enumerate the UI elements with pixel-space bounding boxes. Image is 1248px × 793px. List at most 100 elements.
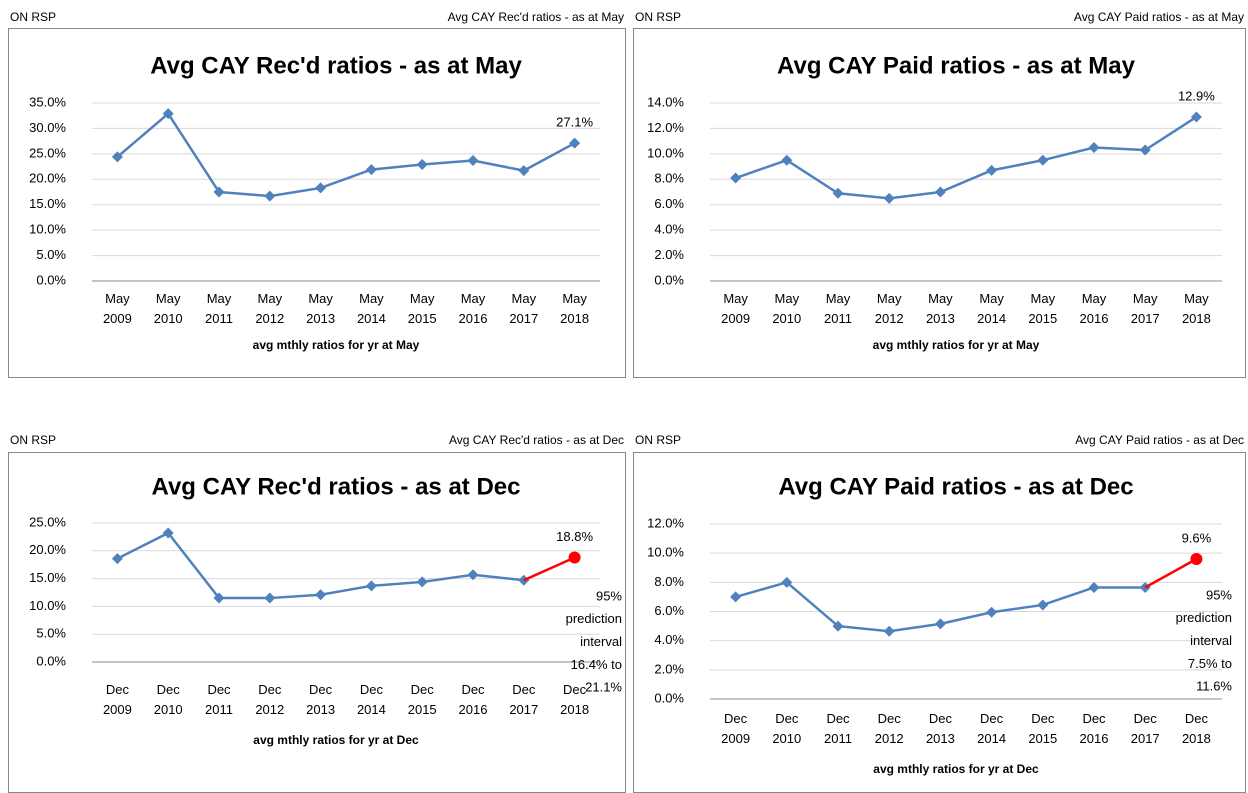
point [111, 553, 123, 565]
point [365, 164, 377, 176]
y-tick-label: 35.0% [29, 94, 66, 109]
x-tick-label: Dec 2009 [721, 711, 750, 746]
point [416, 576, 428, 588]
point [1088, 142, 1100, 153]
chart: ON RSP Avg CAY Rec'd ratios - as at May Av… [8, 10, 626, 378]
prediction-line [523, 556, 576, 582]
point [934, 186, 946, 198]
prediction-line [1144, 557, 1198, 589]
point [832, 620, 844, 632]
value-label: 12.9% [1178, 88, 1215, 103]
annotation: 95% [596, 588, 622, 603]
x-tick-label: Dec 2012 [255, 682, 284, 717]
y-tick-label: 20.0% [29, 171, 66, 186]
point [986, 606, 998, 618]
y-tick-label: 4.0% [654, 632, 684, 647]
x-tick-label: Dec 2013 [926, 711, 955, 746]
x-tick-label: Dec 2012 [875, 711, 904, 746]
x-tick-label: May 2016 [459, 291, 488, 326]
value-label: 9.6% [1182, 530, 1212, 545]
y-tick-label: 25.0% [29, 145, 66, 160]
annotation: 95% [1206, 587, 1232, 602]
point [730, 172, 742, 184]
x-tick-label: May 2012 [875, 291, 904, 326]
value-label: 18.8% [556, 529, 593, 544]
y-tick-label: 10.0% [29, 222, 66, 237]
y-tick-label: 5.0% [36, 626, 66, 641]
x-tick-label: May 2010 [154, 291, 183, 326]
annotation: interval [1190, 633, 1232, 648]
chart-title: Avg CAY Rec'd ratios - as at Dec [152, 473, 521, 500]
y-tick-label: 8.0% [654, 171, 684, 186]
x-tick-label: Dec 2017 [1131, 711, 1160, 746]
x-tick-label: May 2009 [721, 291, 750, 326]
x-tick-label: Dec 2014 [977, 711, 1006, 746]
chart-title: Avg CAY Paid ratios - as at May [777, 52, 1136, 79]
y-tick-label: 25.0% [29, 514, 66, 529]
annotation: 7.5% to [1188, 656, 1232, 671]
chart-title: Avg CAY Rec'd ratios - as at May [150, 52, 522, 79]
header-left: ON RSP [10, 10, 56, 24]
y-tick-label: 12.0% [647, 515, 684, 530]
point [569, 137, 581, 149]
x-tick-label: May 2018 [1182, 291, 1211, 326]
x-tick-label: Dec 2015 [1028, 711, 1057, 746]
annotation: prediction [566, 611, 622, 626]
x-tick-label: Dec 2016 [1080, 711, 1109, 746]
x-tick-label: May 2011 [205, 291, 233, 326]
y-tick-label: 12.0% [647, 120, 684, 135]
chart: ON RSP Avg CAY Paid ratios - as at Dec Avg… [633, 433, 1246, 793]
x-axis-title: avg mthly ratios for yr at May [873, 338, 1040, 352]
point [365, 580, 377, 592]
point [162, 527, 174, 539]
point [1037, 599, 1049, 611]
y-tick-label: 6.0% [654, 603, 684, 618]
chart: ON RSP Avg CAY Paid ratios - as at May Avg… [633, 10, 1246, 378]
value-label: 27.1% [556, 115, 593, 130]
y-tick-label: 15.0% [29, 570, 66, 585]
x-tick-label: Dec 2018 [1182, 711, 1211, 746]
x-tick-label: May 2015 [1028, 291, 1057, 326]
chart-frame [633, 28, 1246, 378]
x-tick-label: Dec 2013 [306, 682, 335, 717]
point [416, 159, 428, 171]
x-tick-label: Dec 2015 [408, 682, 437, 717]
x-tick-label: Dec 2010 [772, 711, 801, 746]
point [315, 589, 327, 601]
point [1037, 154, 1049, 166]
point [568, 551, 581, 564]
header-right: Avg CAY Paid ratios - as at Dec [1075, 433, 1244, 447]
annotation: 11.6% [1196, 679, 1232, 694]
series-line [116, 111, 576, 198]
x-tick-label: Dec 2010 [154, 682, 183, 717]
header-right: Avg CAY Rec'd ratios - as at May [448, 10, 624, 24]
y-tick-label: 10.0% [647, 145, 684, 160]
annotation: prediction [1176, 610, 1232, 625]
y-tick-label: 4.0% [654, 222, 684, 237]
point [986, 164, 998, 176]
point [111, 151, 123, 163]
point [832, 187, 844, 199]
x-tick-label: Dec 2011 [205, 682, 233, 717]
x-axis-title: avg mthly ratios for yr at Dec [253, 733, 419, 747]
point [883, 192, 895, 204]
point [518, 165, 530, 177]
series-line [735, 115, 1198, 200]
header-right: Avg CAY Paid ratios - as at May [1074, 10, 1244, 24]
header-left: ON RSP [635, 10, 681, 24]
y-tick-label: 14.0% [647, 94, 684, 109]
y-tick-label: 2.0% [654, 661, 684, 676]
x-tick-label: May 2016 [1080, 291, 1109, 326]
y-tick-label: 0.0% [654, 272, 684, 287]
point [1190, 553, 1203, 565]
point [315, 182, 327, 194]
x-tick-label: Dec 2009 [103, 682, 132, 717]
header-left: ON RSP [10, 433, 56, 447]
x-tick-label: May 2013 [926, 291, 955, 326]
y-tick-label: 8.0% [654, 574, 684, 589]
x-tick-label: Dec 2011 [824, 711, 852, 746]
x-tick-label: May 2015 [408, 291, 437, 326]
x-tick-label: May 2012 [255, 291, 284, 326]
series-line [116, 531, 524, 600]
header-left: ON RSP [635, 433, 681, 447]
